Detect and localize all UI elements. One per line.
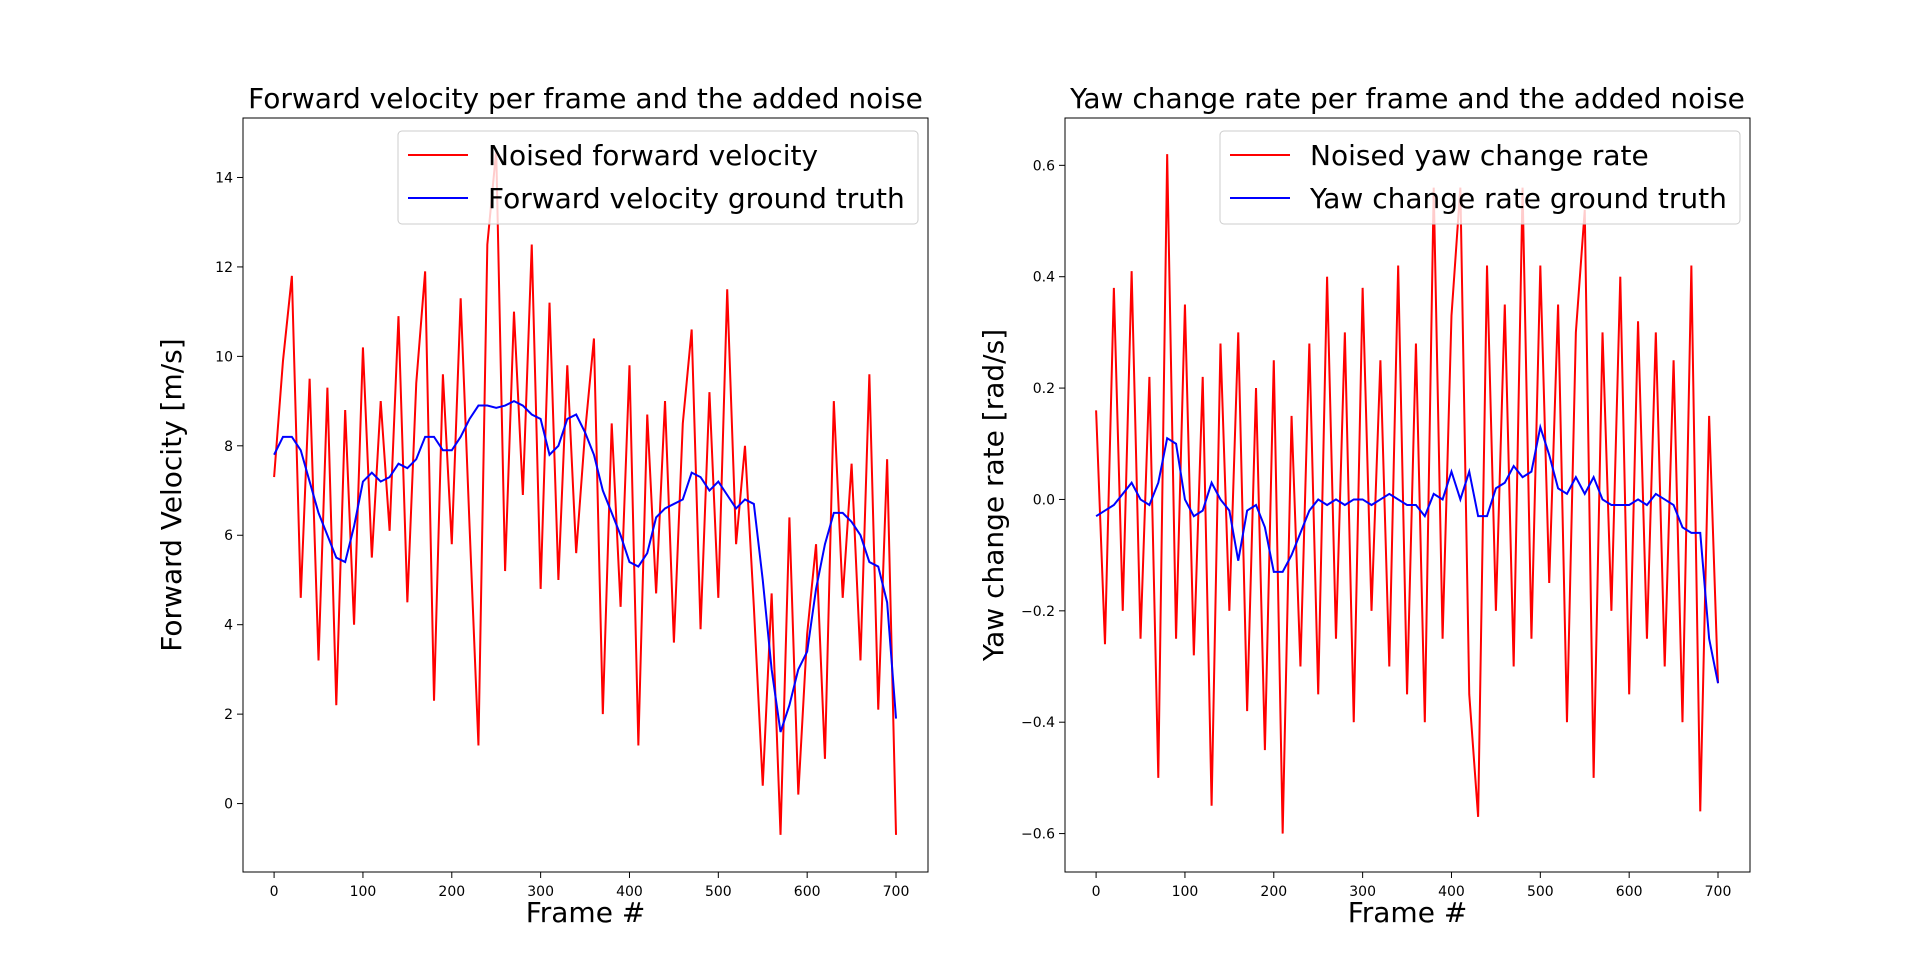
legend-label: Forward velocity ground truth — [488, 182, 905, 215]
x-tick-label: 400 — [616, 884, 643, 900]
y-tick-label: 2 — [224, 707, 233, 723]
legend-box — [397, 130, 919, 225]
y-tick-label: −0.6 — [1021, 827, 1055, 843]
x-tick-label: 500 — [705, 884, 732, 900]
y-axis-label: Yaw change rate [rad/s] — [977, 329, 1010, 662]
y-tick-label: 0.0 — [1033, 492, 1055, 508]
series-line — [1095, 423, 1720, 684]
legend-label: Noised yaw change rate — [1310, 139, 1649, 172]
y-tick-label: 0 — [224, 797, 233, 813]
y-tick-label: 0.2 — [1033, 381, 1055, 397]
x-tick-label: 0 — [270, 884, 279, 900]
legend-label: Yaw change rate ground truth — [1309, 182, 1727, 215]
series-line — [273, 150, 898, 835]
y-tick-label: 4 — [224, 618, 233, 634]
y-tick-label: 6 — [224, 528, 233, 544]
x-axis-label: Frame # — [1348, 896, 1468, 929]
x-tick-label: 600 — [1616, 884, 1643, 900]
axes-frame — [1064, 117, 1751, 873]
x-tick-label: 700 — [1705, 884, 1732, 900]
x-tick-label: 100 — [1172, 884, 1199, 900]
y-tick-label: 10 — [215, 349, 233, 365]
x-axis-label: Frame # — [526, 896, 646, 929]
x-tick-label: 600 — [794, 884, 821, 900]
x-tick-label: 300 — [1349, 884, 1376, 900]
x-tick-label: 300 — [527, 884, 554, 900]
legend-box — [1219, 130, 1741, 225]
axes-frame — [242, 117, 929, 873]
y-tick-label: −0.2 — [1021, 604, 1055, 620]
x-tick-label: 200 — [1260, 884, 1287, 900]
legend-label: Noised forward velocity — [488, 139, 818, 172]
y-tick-label: 8 — [224, 439, 233, 455]
y-tick-label: 14 — [215, 170, 233, 186]
x-tick-label: 200 — [438, 884, 465, 900]
chart-title: Forward velocity per frame and the added… — [248, 82, 923, 115]
y-tick-label: 12 — [215, 260, 233, 276]
y-tick-label: −0.4 — [1021, 715, 1055, 731]
chart-title: Yaw change rate per frame and the added … — [1069, 82, 1745, 115]
series-line — [1095, 154, 1720, 834]
x-tick-label: 500 — [1527, 884, 1554, 900]
y-axis-label: Forward Velocity [m/s] — [155, 338, 188, 651]
series-line — [273, 399, 898, 733]
y-tick-label: 0.4 — [1033, 270, 1055, 286]
subplot: 0 100 200 300 400 500 600 700 −0.6 −0.4 −0.2 0.0 0.2… — [977, 82, 1751, 929]
y-tick-label: 0.6 — [1033, 158, 1055, 174]
x-tick-label: 0 — [1092, 884, 1101, 900]
x-tick-label: 400 — [1438, 884, 1465, 900]
x-tick-label: 100 — [350, 884, 377, 900]
x-tick-label: 700 — [883, 884, 910, 900]
subplot: 0 100 200 300 400 500 600 700 0 2 4 6 8 10 12 14 Forward… — [155, 82, 929, 929]
